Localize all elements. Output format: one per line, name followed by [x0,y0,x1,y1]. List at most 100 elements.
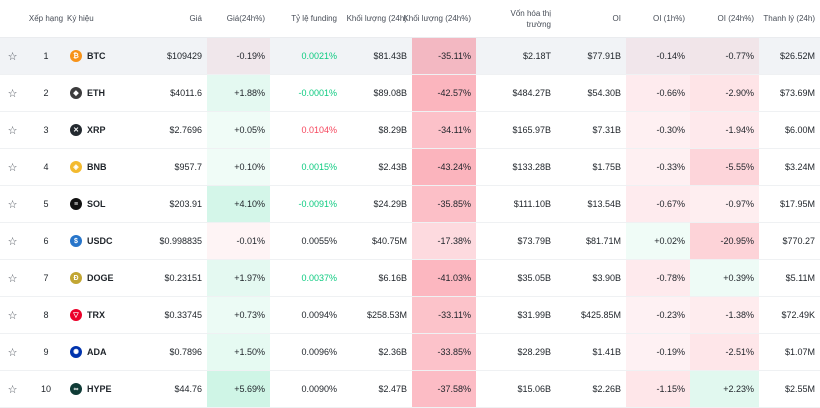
volume-cell: $24.29B [373,199,407,209]
price-cell: $44.76 [174,384,202,394]
price-cell: $0.23151 [164,273,202,283]
favorite-star-icon[interactable]: ☆ [7,235,18,248]
table-row[interactable]: ☆ 2 ◆ ETH $4011.6 +1.88% -0.0001% $89.08… [0,75,820,112]
price-cell: $4011.6 [170,88,202,98]
symbol-cell[interactable]: ✺ ADA [67,334,147,370]
favorite-star-icon[interactable]: ☆ [7,346,18,359]
favorite-star-icon[interactable]: ☆ [7,272,18,285]
liquidation-cell: $73.69M [779,88,815,98]
oi-1h-cell: -0.23% [626,297,690,333]
open-interest-cell: $81.71M [585,236,621,246]
symbol-label: HYPE [87,384,112,394]
rank-cell: 1 [43,51,49,61]
header-symbol[interactable]: Ký hiệu [67,14,94,23]
funding-rate-cell: 0.0104% [301,125,337,135]
liquidation-cell: $17.95M [779,199,815,209]
symbol-cell[interactable]: ₿ BTC [67,38,147,74]
table-row[interactable]: ☆ 5 ≡ SOL $203.91 +4.10% -0.0091% $24.29… [0,186,820,223]
symbol-cell[interactable]: ▽ TRX [67,297,147,333]
symbol-cell[interactable]: $ USDC [67,223,147,259]
oi-1h-cell: -0.30% [626,112,690,148]
funding-rate-cell: 0.0021% [301,51,337,61]
eth-icon: ◆ [70,87,82,99]
oi-24h-cell: -2.51% [690,334,759,370]
oi-1h-cell: -0.14% [626,38,690,74]
market-cap-cell: $484.27B [512,88,551,98]
volume-change-cell: -41.03% [412,260,476,296]
funding-rate-cell: -0.0091% [298,199,337,209]
xrp-icon: ✕ [70,124,82,136]
symbol-cell[interactable]: ∞ HYPE [67,371,147,407]
symbol-cell[interactable]: ◈ BNB [67,149,147,185]
header-liquidation[interactable]: Thanh lý (24h) [763,14,815,23]
price-cell: $957.7 [174,162,202,172]
table-row[interactable]: ☆ 3 ✕ XRP $2.7696 +0.05% 0.0104% $8.29B … [0,112,820,149]
header-price[interactable]: Giá [189,14,202,23]
funding-rate-cell: 0.0055% [301,236,337,246]
open-interest-cell: $1.41B [592,347,621,357]
table-row[interactable]: ☆ 7 Ð DOGE $0.23151 +1.97% 0.0037% $6.16… [0,260,820,297]
favorite-star-icon[interactable]: ☆ [7,198,18,211]
volume-change-cell: -35.11% [412,38,476,74]
funding-rate-cell: 0.0037% [301,273,337,283]
open-interest-cell: $1.75B [592,162,621,172]
oi-24h-cell: +0.39% [690,260,759,296]
oi-1h-cell: -0.33% [626,149,690,185]
liquidation-cell: $26.52M [779,51,815,61]
market-cap-cell: $28.29B [517,347,551,357]
table-row[interactable]: ☆ 9 ✺ ADA $0.7896 +1.50% 0.0096% $2.36B … [0,334,820,371]
open-interest-cell: $7.31B [592,125,621,135]
table-row[interactable]: ☆ 10 ∞ HYPE $44.76 +5.69% 0.0090% $2.47B… [0,371,820,408]
table-header: Xếp hạng Ký hiệu Giá Giá(24h%) Tỷ lệ fun… [0,0,820,38]
oi-24h-cell: -20.95% [690,223,759,259]
favorite-star-icon[interactable]: ☆ [7,50,18,63]
symbol-cell[interactable]: ≡ SOL [67,186,147,222]
price-cell: $203.91 [169,199,202,209]
price-cell: $0.7896 [169,347,202,357]
market-cap-cell: $31.99B [517,310,551,320]
symbol-label: USDC [87,236,113,246]
header-price-change[interactable]: Giá(24h%) [226,14,265,23]
symbol-cell[interactable]: ✕ XRP [67,112,147,148]
favorite-star-icon[interactable]: ☆ [7,309,18,322]
header-market-cap-line2: trường [526,19,551,29]
table-row[interactable]: ☆ 8 ▽ TRX $0.33745 +0.73% 0.0094% $258.5… [0,297,820,334]
price-change-cell: +4.10% [207,186,270,222]
header-volume[interactable]: Khối lượng (24h) [346,14,407,23]
favorite-star-icon[interactable]: ☆ [7,383,18,396]
symbol-cell[interactable]: ◆ ETH [67,75,147,111]
header-rank[interactable]: Xếp hạng [28,14,64,23]
header-market-cap[interactable]: Vốn hóa thị trường [476,0,556,37]
table-row[interactable]: ☆ 6 $ USDC $0.998835 -0.01% 0.0055% $40.… [0,223,820,260]
symbol-cell[interactable]: Ð DOGE [67,260,147,296]
open-interest-cell: $54.30B [587,88,621,98]
rank-cell: 3 [43,125,49,135]
symbol-label: TRX [87,310,105,320]
table-row[interactable]: ☆ 1 ₿ BTC $109429 -0.19% 0.0021% $81.43B… [0,38,820,75]
market-cap-cell: $2.18T [522,51,551,61]
bnb-icon: ◈ [70,161,82,173]
favorite-star-icon[interactable]: ☆ [7,124,18,137]
header-oi-1h[interactable]: OI (1h%) [652,14,685,23]
header-oi-24h[interactable]: OI (24h%) [717,14,754,23]
price-change-cell: +1.50% [207,334,270,370]
market-cap-cell: $73.79B [517,236,551,246]
doge-icon: Ð [70,272,82,284]
symbol-label: SOL [87,199,106,209]
volume-cell: $2.43B [378,162,407,172]
hype-icon: ∞ [70,383,82,395]
oi-24h-cell: -5.55% [690,149,759,185]
volume-cell: $2.47B [378,384,407,394]
rank-cell: 4 [43,162,49,172]
volume-change-cell: -42.57% [412,75,476,111]
volume-change-cell: -17.38% [412,223,476,259]
header-funding-rate[interactable]: Tỷ lệ funding [291,14,337,23]
header-volume-change[interactable]: Khối lượng (24h%) [403,14,471,23]
table-row[interactable]: ☆ 4 ◈ BNB $957.7 +0.10% 0.0015% $2.43B -… [0,149,820,186]
header-open-interest[interactable]: OI [612,14,621,23]
funding-rate-cell: 0.0096% [301,347,337,357]
liquidation-cell: $5.11M [785,273,815,283]
favorite-star-icon[interactable]: ☆ [7,161,18,174]
favorite-star-icon[interactable]: ☆ [7,87,18,100]
